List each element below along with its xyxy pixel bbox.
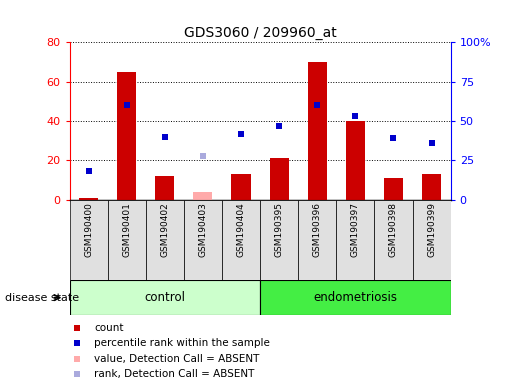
Bar (270, 158, 289, 200)
Text: endometriosis: endometriosis (313, 291, 398, 304)
Text: control: control (144, 291, 185, 304)
Bar (232, 174, 251, 200)
Bar (108, 200, 146, 280)
Text: GSM190395: GSM190395 (274, 202, 284, 257)
Bar (194, 192, 213, 200)
Bar (222, 200, 260, 280)
Bar (308, 62, 327, 200)
Bar (298, 200, 336, 280)
Bar (79, 198, 98, 200)
Bar (346, 121, 365, 200)
Text: count: count (94, 323, 124, 333)
Bar (413, 200, 451, 280)
Text: GSM190396: GSM190396 (313, 202, 322, 257)
Bar (260, 280, 451, 315)
Bar (117, 72, 136, 200)
Bar (336, 200, 374, 280)
Text: GSM190402: GSM190402 (160, 202, 169, 257)
Text: GSM190404: GSM190404 (236, 202, 246, 257)
Text: GSM190401: GSM190401 (122, 202, 131, 257)
Text: GSM190403: GSM190403 (198, 202, 208, 257)
Bar (384, 178, 403, 200)
Bar (260, 200, 298, 280)
Text: value, Detection Call = ABSENT: value, Detection Call = ABSENT (94, 354, 260, 364)
Bar (70, 280, 260, 315)
Text: rank, Detection Call = ABSENT: rank, Detection Call = ABSENT (94, 369, 255, 379)
Text: GSM190397: GSM190397 (351, 202, 360, 257)
Text: percentile rank within the sample: percentile rank within the sample (94, 338, 270, 348)
Text: disease state: disease state (5, 293, 79, 303)
Text: GSM190400: GSM190400 (84, 202, 93, 257)
Text: GSM190398: GSM190398 (389, 202, 398, 257)
Text: GSM190399: GSM190399 (427, 202, 436, 257)
Title: GDS3060 / 209960_at: GDS3060 / 209960_at (184, 26, 336, 40)
Bar (146, 200, 184, 280)
Bar (184, 200, 222, 280)
Bar (70, 200, 108, 280)
Bar (156, 176, 175, 200)
Bar (422, 174, 441, 200)
Bar (374, 200, 413, 280)
